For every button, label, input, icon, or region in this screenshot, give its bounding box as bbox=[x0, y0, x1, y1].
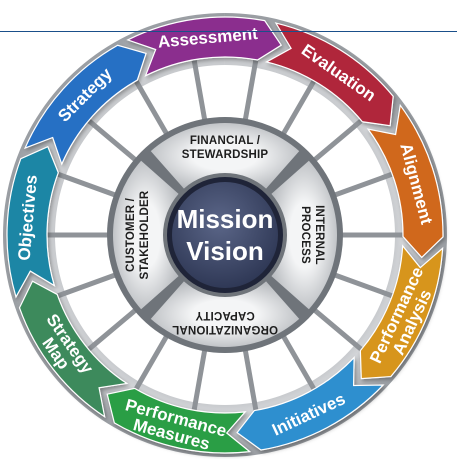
quadrant-shape-right bbox=[271, 160, 337, 310]
spoke bbox=[312, 118, 364, 162]
cycle-segment-objectives: Objectives bbox=[6, 145, 59, 299]
spoke bbox=[281, 78, 317, 136]
hub-mission-label: Mission bbox=[177, 204, 274, 234]
segment-arrow-objectives bbox=[6, 145, 59, 299]
spoke bbox=[133, 334, 169, 392]
segment-arrow-evaluation bbox=[264, 22, 394, 127]
segment-arrow-alignment bbox=[366, 103, 444, 259]
segment-arrow-performance-measures bbox=[106, 387, 252, 454]
quadrant-left: CUSTOMER / STAKEHOLDER bbox=[113, 160, 179, 310]
quadrant-label-right: INTERNAL bbox=[313, 205, 325, 265]
quadrant-label-left: STAKEHOLDER bbox=[139, 190, 151, 279]
spoke bbox=[333, 272, 395, 299]
cycle-segments: AssessmentEvaluationAlignmentPerformance… bbox=[6, 16, 444, 454]
spoke bbox=[191, 348, 208, 413]
quadrant-top: FINANCIAL / STEWARDSHIP bbox=[150, 123, 300, 189]
quadrant-label-top: FINANCIAL / bbox=[190, 135, 261, 147]
spoke bbox=[333, 171, 395, 198]
spoke bbox=[242, 57, 259, 122]
segment-arrow-initiatives bbox=[236, 355, 385, 451]
spoke bbox=[86, 308, 138, 352]
quadrant-shape-left bbox=[113, 160, 179, 310]
spoke bbox=[312, 308, 364, 352]
spoke bbox=[242, 348, 259, 413]
spoke bbox=[55, 272, 117, 299]
spoke bbox=[55, 171, 117, 198]
spoke bbox=[86, 118, 138, 162]
segment-arrow-strategy bbox=[23, 44, 147, 166]
quadrant-bottom: ORGANIZATIONAL CAPACITY bbox=[150, 281, 300, 347]
spoke bbox=[191, 57, 208, 122]
segment-arrow-performance-analysis bbox=[359, 244, 444, 380]
quadrant-label-bottom: ORGANIZATIONAL bbox=[172, 323, 278, 335]
spokes bbox=[44, 57, 406, 413]
spoke bbox=[281, 334, 317, 392]
header-rule bbox=[0, 31, 457, 32]
segment-arrow-strategy-map bbox=[18, 280, 129, 419]
hub bbox=[172, 182, 278, 288]
quadrant-shape-top bbox=[150, 123, 300, 189]
quadrant-shape-bottom bbox=[150, 281, 300, 347]
hub-vision-label: Vision bbox=[186, 236, 264, 266]
quadrants: FINANCIAL /STEWARDSHIPINTERNALPROCESSORG… bbox=[113, 123, 337, 347]
spoke bbox=[133, 78, 169, 136]
quadrant-label-top: STEWARDSHIP bbox=[182, 149, 269, 161]
quadrant-label-bottom: CAPACITY bbox=[195, 309, 255, 321]
inner-disk: FINANCIAL /STEWARDSHIPINTERNALPROCESSORG… bbox=[107, 117, 343, 353]
quadrant-label-right: PROCESS bbox=[299, 206, 311, 264]
quadrant-label-left: CUSTOMER / bbox=[125, 197, 137, 272]
